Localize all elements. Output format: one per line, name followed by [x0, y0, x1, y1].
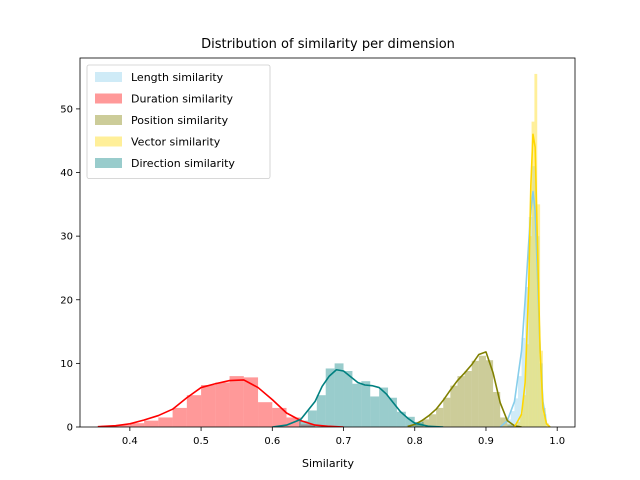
legend-swatch [95, 72, 122, 82]
x-tick-label: 0.8 [407, 436, 423, 447]
histogram-bar [517, 421, 521, 427]
legend-swatch [95, 158, 122, 168]
legend-label: Position similarity [131, 114, 229, 127]
histogram-bar [518, 376, 522, 427]
histogram-bar [514, 398, 519, 427]
histogram-bar [523, 395, 526, 427]
histogram-bar [507, 419, 511, 427]
histogram-bar [421, 419, 429, 427]
x-tick-label: 1.0 [549, 436, 565, 447]
histogram-bar [471, 360, 479, 427]
legend-label: Length similarity [131, 71, 224, 84]
histogram-bar [428, 414, 437, 427]
histogram-bar [343, 371, 353, 427]
histogram-bar [520, 414, 524, 427]
legend-label: Vector similarity [131, 136, 221, 149]
histogram-bar [528, 217, 533, 427]
axes-frame [79, 57, 576, 428]
plot-area [97, 73, 551, 427]
histogram-bar [507, 424, 515, 427]
y-tick-label: 20 [60, 295, 73, 306]
x-tick-label: 0.5 [193, 436, 209, 447]
legend-swatch [95, 136, 122, 147]
legend-swatch [95, 115, 122, 125]
legend-swatch [95, 93, 122, 104]
y-tick-label: 0 [67, 423, 73, 434]
histogram-bar [535, 236, 540, 427]
histogram-bar [325, 368, 335, 427]
series-4-bars [299, 363, 424, 427]
histogram-bar [258, 402, 273, 427]
x-tick-label: 0.6 [264, 436, 280, 447]
x-axis-title: Similarity [302, 457, 354, 470]
histogram-bar [436, 407, 444, 427]
histogram-bar [272, 407, 287, 427]
x-tick-label: 0.7 [336, 436, 352, 447]
histogram-bar [229, 376, 244, 427]
histogram-bar [464, 371, 472, 427]
histogram-bar [542, 414, 547, 427]
histogram-bar [334, 363, 344, 427]
histogram-bar [539, 363, 543, 427]
histogram-bar [450, 385, 458, 427]
histogram-bar [352, 383, 362, 427]
histogram-bar [396, 411, 406, 427]
histogram-bar [299, 420, 308, 427]
histogram-bar [201, 385, 216, 427]
x-tick-label: 0.9 [478, 436, 494, 447]
axes: 0.4 0.5 0.6 0.7 0.8 0.9 1.0 0 10 20 30 40 50 [60, 57, 576, 447]
histogram-bar [528, 236, 532, 427]
histogram-bar [115, 425, 130, 427]
legend-box [86, 64, 271, 179]
histogram-bar [316, 395, 326, 427]
kde-line-2 [407, 351, 522, 427]
histogram-bar [521, 337, 526, 427]
histogram-bar [500, 417, 508, 427]
histogram-bar [158, 417, 173, 427]
histogram-bar [388, 397, 397, 427]
y-tick-label: 30 [60, 232, 73, 243]
histogram-bar [478, 355, 486, 427]
y-tick-label: 40 [60, 168, 73, 179]
histogram-bar [414, 423, 422, 427]
histogram-bar [186, 395, 202, 427]
histogram-bar [405, 416, 415, 427]
histogram-bar [532, 166, 536, 427]
histogram-bar [129, 423, 145, 427]
histogram-bar [144, 420, 159, 427]
kde-line-3 [513, 133, 551, 427]
kde-line-1 [97, 379, 344, 427]
kde-line-4 [272, 368, 444, 427]
histogram-bar [531, 121, 535, 427]
histogram-bar [243, 377, 259, 427]
legend: Length similarity Duration similarity Posi… [86, 64, 271, 179]
legend-label: Direction similarity [131, 157, 235, 170]
histogram-bar [370, 396, 380, 427]
series-0-bars [507, 166, 547, 427]
chart-title: Distribution of similarity per dimension [201, 37, 455, 52]
histogram-bar [379, 387, 389, 427]
histogram-bar [510, 411, 515, 427]
legend-label: Duration similarity [131, 93, 234, 106]
histogram-bar [525, 287, 529, 427]
histogram-bar [525, 344, 529, 427]
histogram-bar [361, 381, 371, 427]
series-2-bars [414, 355, 515, 427]
histogram-bar [172, 407, 187, 427]
histogram-bar [493, 392, 501, 427]
histogram-bar [485, 360, 494, 427]
histogram-bar [215, 382, 230, 427]
histogram-bar [307, 410, 317, 427]
y-tick-label: 10 [60, 359, 73, 370]
histogram-bar [443, 397, 451, 427]
histogram-bar [300, 424, 316, 427]
y-tick-label: 50 [60, 104, 73, 115]
histogram-bar [457, 376, 465, 427]
x-tick-label: 0.4 [122, 436, 138, 447]
